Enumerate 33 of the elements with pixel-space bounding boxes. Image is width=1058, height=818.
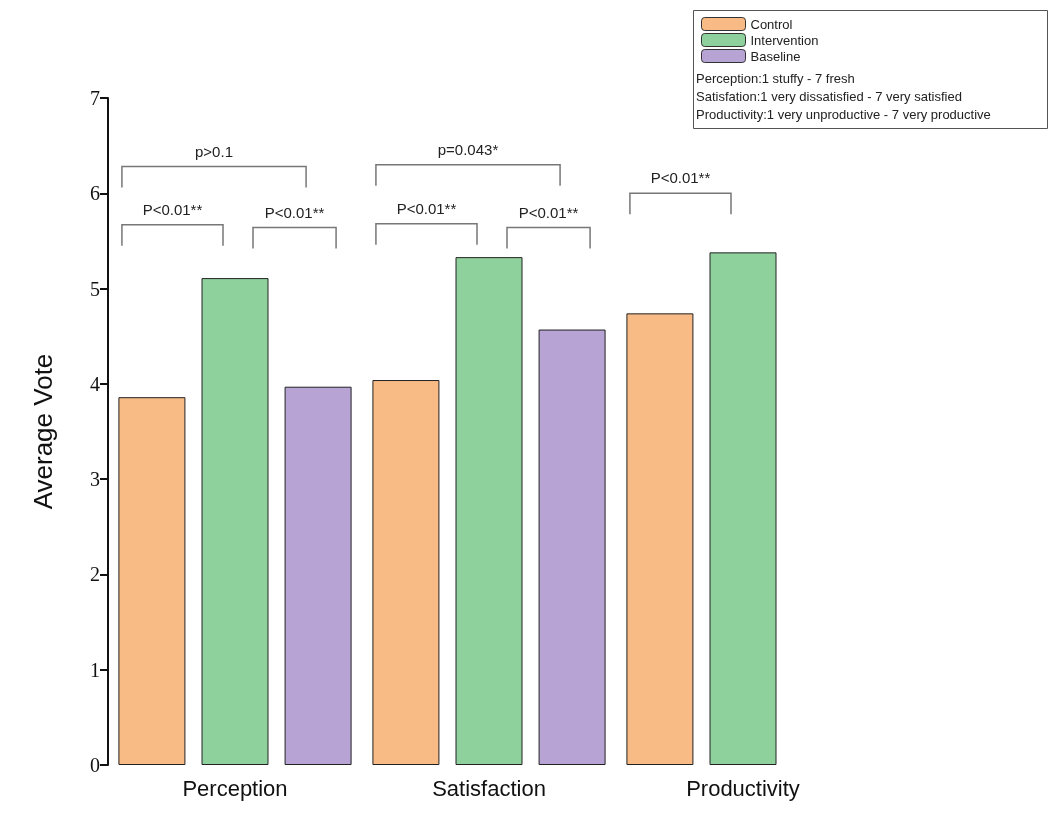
annotation: P<0.01** [142,200,203,218]
bar [455,257,523,765]
annotation: P<0.01** [518,203,579,221]
bar [626,313,694,765]
bar [118,397,186,765]
bar [538,329,606,765]
bar [284,386,352,765]
y-tick-label: 3 [90,468,100,491]
x-tick-label: Productivity [686,775,800,801]
bar [709,252,777,765]
x-tick-label: Satisfaction [432,775,546,801]
y-tick-label: 4 [90,372,100,395]
text: Perception:1 stuffy - 7 fresh [696,71,855,86]
legend-label: Baseline [750,48,801,64]
y-tick-label: 2 [90,563,100,586]
bar [201,278,269,765]
annotation: P<0.01** [396,199,457,217]
legend-label: Control [750,16,793,32]
annotation: P<0.01** [264,203,325,221]
legend-label: Intervention [750,32,819,48]
y-tick-label: 7 [90,87,100,109]
y-tick-label: 5 [90,277,100,300]
y-tick-label: 0 [90,754,100,776]
annotation: Productivity:1 very unproductive - 7 very productive [696,107,991,122]
y-axis-title: Average Vote [28,353,58,510]
bar [372,380,440,765]
x-tick-label: Perception [182,775,288,801]
annotation: p=0.043* [437,140,499,158]
annotation: p>0.1 [195,142,233,160]
annotation: Satisfation:1 very dissatisfied - 7 very satisfied [696,89,962,104]
y-tick-label: 1 [90,658,100,681]
y-tick-label: 6 [90,182,100,205]
annotation: P<0.01** [650,169,711,187]
